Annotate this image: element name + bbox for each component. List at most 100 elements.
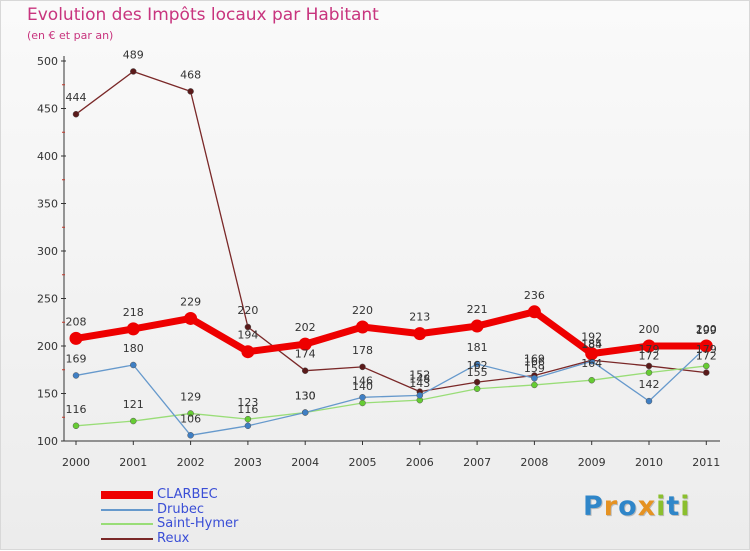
legend-item-saint-hymer: Saint-Hymer: [101, 516, 301, 532]
y-tick-label: 100: [37, 435, 58, 448]
logo-letter: x: [637, 491, 657, 522]
data-label: 468: [180, 68, 201, 81]
data-point: [72, 110, 80, 118]
data-label: 152: [409, 369, 430, 382]
logo-letter: P: [583, 491, 604, 522]
data-point: [703, 362, 710, 370]
data-point: [531, 381, 538, 389]
logo-letter: i: [656, 491, 667, 522]
data-label: 121: [123, 398, 144, 411]
data-point: [301, 409, 309, 416]
data-label: 142: [639, 378, 660, 391]
data-point: [359, 399, 366, 407]
data-point: [470, 319, 484, 333]
data-point: [413, 327, 427, 341]
logo-letter: o: [618, 491, 638, 522]
data-label: 172: [696, 350, 717, 363]
x-tick-label: 2001: [119, 456, 147, 469]
series-line-drubec: [75, 346, 707, 436]
y-tick-label: 200: [37, 340, 58, 353]
data-label: 180: [123, 342, 144, 355]
data-point: [531, 375, 538, 382]
data-point: [359, 394, 366, 401]
data-point: [187, 432, 194, 439]
logo-letter: r: [603, 491, 619, 522]
data-point: [416, 392, 424, 399]
data-label: 179: [696, 343, 717, 356]
data-point: [645, 362, 653, 370]
x-tick-label: 2005: [349, 456, 377, 469]
data-point: [184, 311, 198, 325]
logo-letter: i: [680, 491, 691, 522]
data-label: 184: [581, 338, 602, 351]
data-label: 166: [524, 355, 545, 368]
data-point: [130, 417, 137, 425]
data-label: 162: [467, 359, 488, 372]
data-label: 194: [237, 329, 258, 342]
x-tick-label: 2000: [62, 456, 90, 469]
legend-item-drubec: Drubec: [101, 502, 301, 518]
data-label: 185: [581, 337, 602, 350]
logo-letter: t: [666, 491, 681, 522]
legend-item-clarbec: CLARBEC: [101, 487, 301, 503]
data-label: 229: [180, 295, 201, 308]
data-label: 218: [123, 306, 144, 319]
data-point: [244, 422, 252, 430]
chart-subtitle: (en € et par an): [27, 29, 114, 42]
data-label: 178: [352, 344, 373, 357]
legend-swatch-drubec: [101, 509, 153, 511]
x-tick-label: 2010: [635, 456, 663, 469]
data-label: 221: [467, 303, 488, 316]
data-label: 192: [581, 331, 602, 344]
y-tick-label: 450: [37, 103, 58, 116]
data-label: 213: [409, 311, 430, 324]
data-point: [69, 331, 83, 345]
series-line-reux: [75, 70, 707, 393]
data-label: 181: [467, 341, 488, 354]
legend-item-reux: Reux: [101, 531, 301, 547]
data-point: [187, 88, 194, 95]
data-point: [244, 323, 252, 331]
x-tick-label: 2011: [692, 456, 720, 469]
data-label: 164: [581, 357, 602, 370]
data-point: [126, 322, 140, 336]
data-point: [244, 415, 252, 423]
legend-label-saint-hymer: Saint-Hymer: [157, 516, 239, 531]
legend-swatch-reux: [101, 538, 153, 540]
chart-title: Evolution des Impôts locaux par Habitant: [27, 5, 379, 25]
data-label: 179: [639, 343, 660, 356]
y-tick-label: 150: [37, 388, 58, 401]
data-point: [130, 68, 137, 75]
data-point: [703, 369, 710, 376]
legend-swatch-clarbec: [101, 491, 153, 499]
data-label: 174: [295, 348, 316, 361]
data-label: 200: [639, 323, 660, 336]
data-point: [699, 339, 713, 353]
legend-swatch-saint-hymer: [101, 523, 153, 525]
x-tick-label: 2006: [406, 456, 434, 469]
data-point: [241, 345, 255, 359]
data-point: [72, 372, 80, 379]
x-tick-label: 2004: [291, 456, 319, 469]
data-point: [356, 320, 369, 334]
x-tick-label: 2009: [578, 456, 606, 469]
data-label: 200: [696, 323, 717, 336]
data-label: 106: [180, 412, 201, 425]
y-tick-label: 350: [37, 198, 58, 211]
data-label: 159: [524, 362, 545, 375]
data-label: 199: [696, 324, 717, 337]
series-line-saint-hymer: [75, 365, 707, 427]
y-tick-label: 250: [37, 293, 58, 306]
data-label: 123: [237, 396, 258, 409]
data-label: 444: [66, 91, 87, 104]
data-point: [527, 305, 541, 319]
y-tick-label: 400: [37, 150, 58, 163]
data-point: [588, 376, 595, 384]
data-point: [645, 397, 653, 405]
data-label: 489: [123, 48, 144, 61]
y-tick-label: 300: [37, 245, 58, 258]
data-point: [72, 422, 80, 430]
data-point: [473, 378, 481, 386]
